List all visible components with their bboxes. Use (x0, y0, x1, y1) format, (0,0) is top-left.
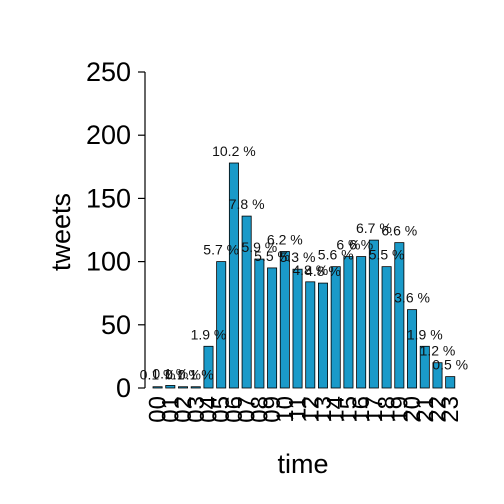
y-tick-label: 250 (86, 57, 131, 87)
y-tick-label: 200 (86, 120, 131, 150)
y-axis: 0 50 100 150 200 250 (86, 57, 145, 403)
bar-value-label: 7.8 % (229, 196, 265, 212)
bar-value-label: 6.6 % (381, 223, 417, 239)
y-tick-label: 150 (86, 183, 131, 213)
bar (166, 385, 175, 388)
bar (331, 267, 340, 388)
bar-value-label: 4.8 % (305, 263, 341, 279)
bar-value-label: 1.9 % (191, 326, 227, 342)
bar-value-label: 3.6 % (394, 290, 430, 306)
bar (280, 251, 289, 388)
x-axis: 0001020304050607080910111213141516171819… (145, 396, 465, 423)
bar-value-label: 6.2 % (267, 231, 303, 247)
bar (318, 283, 327, 388)
bar (217, 262, 226, 388)
bar (153, 387, 162, 388)
y-tick-label: 0 (116, 373, 131, 403)
bar (446, 377, 455, 388)
bar (407, 310, 416, 388)
bar (178, 387, 187, 388)
bar (293, 269, 302, 388)
bar (306, 282, 315, 388)
bar (191, 387, 200, 388)
data-labels: 0.1 %0.1 %0.1 %0.1 %1.9 %5.7 %10.2 %7.8 … (140, 143, 468, 383)
y-axis-title: tweets (46, 193, 76, 271)
bar (395, 243, 404, 388)
bar-value-label: 0.5 % (432, 357, 468, 373)
bar-value-label: 1.9 % (407, 326, 443, 342)
bar-value-label: 5.5 % (369, 247, 405, 263)
bar-value-label: 0.1 % (178, 367, 214, 383)
bar (382, 267, 391, 388)
x-axis-title: time (277, 449, 328, 479)
bar-value-label: 10.2 % (212, 143, 256, 159)
y-tick-label: 100 (86, 247, 131, 277)
bar-value-label: 5.7 % (203, 242, 239, 258)
x-tick-label: 23 (437, 396, 464, 423)
bar (268, 268, 277, 388)
bar (357, 257, 366, 388)
bar (255, 259, 264, 388)
y-tick-label: 50 (101, 310, 131, 340)
bar (344, 257, 353, 388)
